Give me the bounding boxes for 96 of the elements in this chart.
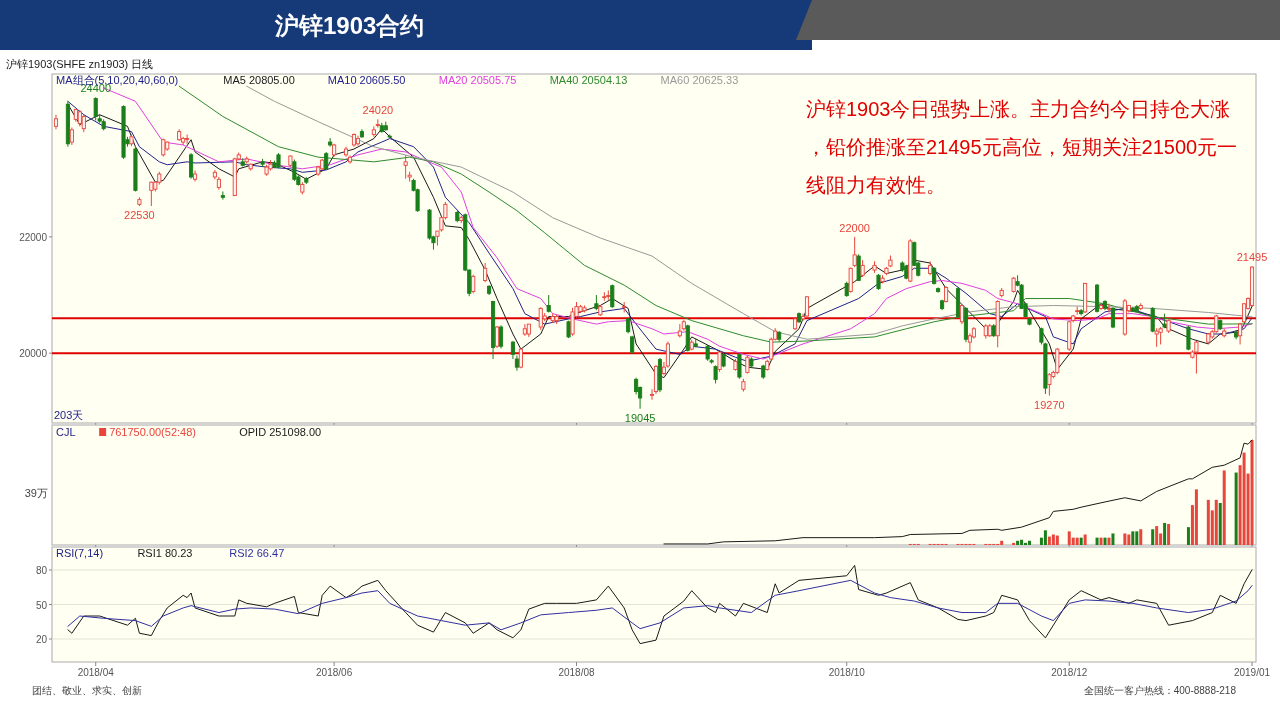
candlestick (403, 154, 408, 180)
x-tick-label: 2019/01 (1233, 667, 1271, 678)
candlestick (713, 364, 718, 384)
bar (1127, 534, 1131, 545)
candlestick (93, 96, 98, 122)
text: OPID 251098.00 (239, 426, 322, 438)
candlestick (1194, 340, 1199, 375)
candlestick (717, 351, 722, 373)
bar (1242, 452, 1246, 545)
text: RSI2 66.47 (229, 547, 285, 559)
candlestick (737, 352, 742, 380)
y-tick-label: 20000 (19, 348, 48, 360)
candlestick (848, 267, 853, 294)
bar (1024, 542, 1028, 545)
y-tick-label: 50 (35, 599, 48, 611)
bar (1051, 534, 1055, 545)
y-tick-label: 20 (35, 634, 48, 645)
y-tick-label: 80 (35, 565, 48, 576)
x-tick-label: 2018/06 (316, 667, 353, 678)
annotation: 19045 (624, 411, 656, 424)
bar (1135, 531, 1139, 545)
text: 团结、敬业、求实、创新 (32, 685, 142, 696)
bar (1131, 531, 1135, 545)
candlestick (1055, 347, 1060, 375)
line-series (67, 579, 1253, 631)
bar (1107, 537, 1111, 545)
bar (1139, 529, 1143, 545)
candlestick (1106, 303, 1112, 313)
legend-label: 761750.00(52:48) (109, 426, 196, 438)
bar (1234, 472, 1238, 545)
text: MA60 20625.33 (660, 74, 739, 86)
annotation: 19270 (1034, 398, 1065, 411)
chart-subtitle: 沪锌1903(SHFE zn1903) 日线 (6, 58, 154, 70)
bar (1218, 503, 1222, 545)
candlestick (189, 152, 194, 180)
annotation: 203天 (54, 409, 84, 421)
bar (1016, 540, 1020, 545)
candlestick (1150, 306, 1155, 333)
text: MA5 20805.00 (223, 74, 295, 86)
y-tick-label: 22000 (19, 231, 48, 243)
bar (1000, 540, 1004, 545)
bar (1079, 537, 1083, 545)
legend-title: CJL (56, 426, 76, 438)
bar (1214, 499, 1218, 545)
bar (1012, 542, 1016, 545)
bar (1055, 535, 1059, 545)
bar (1028, 540, 1032, 545)
annotation: 22530 (124, 209, 155, 222)
bar (1222, 470, 1226, 545)
bar (1167, 524, 1171, 545)
candlestick (483, 262, 488, 283)
candlestick (324, 151, 329, 171)
annotation: 22000 (839, 221, 870, 234)
bar (1194, 489, 1198, 545)
x-tick-label: 2018/12 (1051, 667, 1088, 678)
x-tick-label: 2018/10 (828, 667, 866, 678)
bar (1103, 537, 1107, 545)
bar (1099, 537, 1103, 545)
bar (1186, 527, 1190, 545)
bar (1020, 539, 1024, 545)
bar (1095, 537, 1099, 545)
legend-title: MA组合(5,10,20,40,60,0) (56, 74, 179, 86)
text: MA10 20605.50 (327, 74, 406, 86)
text: RSI1 80.23 (137, 547, 193, 559)
candlestick (1154, 327, 1159, 348)
annotation: 21495 (1236, 251, 1268, 264)
text: 全国统一客户热线：400-8888-218 (1083, 685, 1237, 696)
chart-title: 沪锌1903合约 (274, 12, 425, 39)
text: MA40 20504.13 (549, 74, 628, 86)
line-series (67, 564, 1253, 645)
annotation: 24020 (362, 104, 394, 117)
bar (1151, 529, 1155, 545)
candlestick (220, 191, 225, 201)
legend-title: RSI(7,14) (56, 547, 104, 559)
annotation: 沪锌1903今日强势上涨。主力合约今日持仓大涨，铅价推涨至21495元高位，短期关注21500元一线阻力有效性。 (806, 98, 1238, 196)
bar (1067, 531, 1071, 545)
x-tick-label: 2018/04 (77, 667, 115, 678)
text: MA20 20505.75 (438, 74, 517, 86)
bar (1047, 536, 1051, 545)
bar (1250, 440, 1254, 545)
bar (1123, 533, 1127, 545)
bar (1163, 522, 1167, 545)
bar (1111, 533, 1115, 545)
candlestick (292, 159, 297, 182)
candlestick (471, 274, 476, 294)
candlestick (185, 133, 190, 145)
bar (1155, 526, 1159, 545)
candlestick (538, 306, 543, 331)
bar (1075, 537, 1079, 545)
bar (1043, 530, 1047, 545)
x-tick-label: 2018/08 (558, 667, 596, 678)
bar (1206, 499, 1210, 545)
text: 39万 (24, 486, 48, 499)
bar (1083, 534, 1087, 545)
candlestick (371, 125, 376, 138)
candlestick (852, 236, 857, 268)
